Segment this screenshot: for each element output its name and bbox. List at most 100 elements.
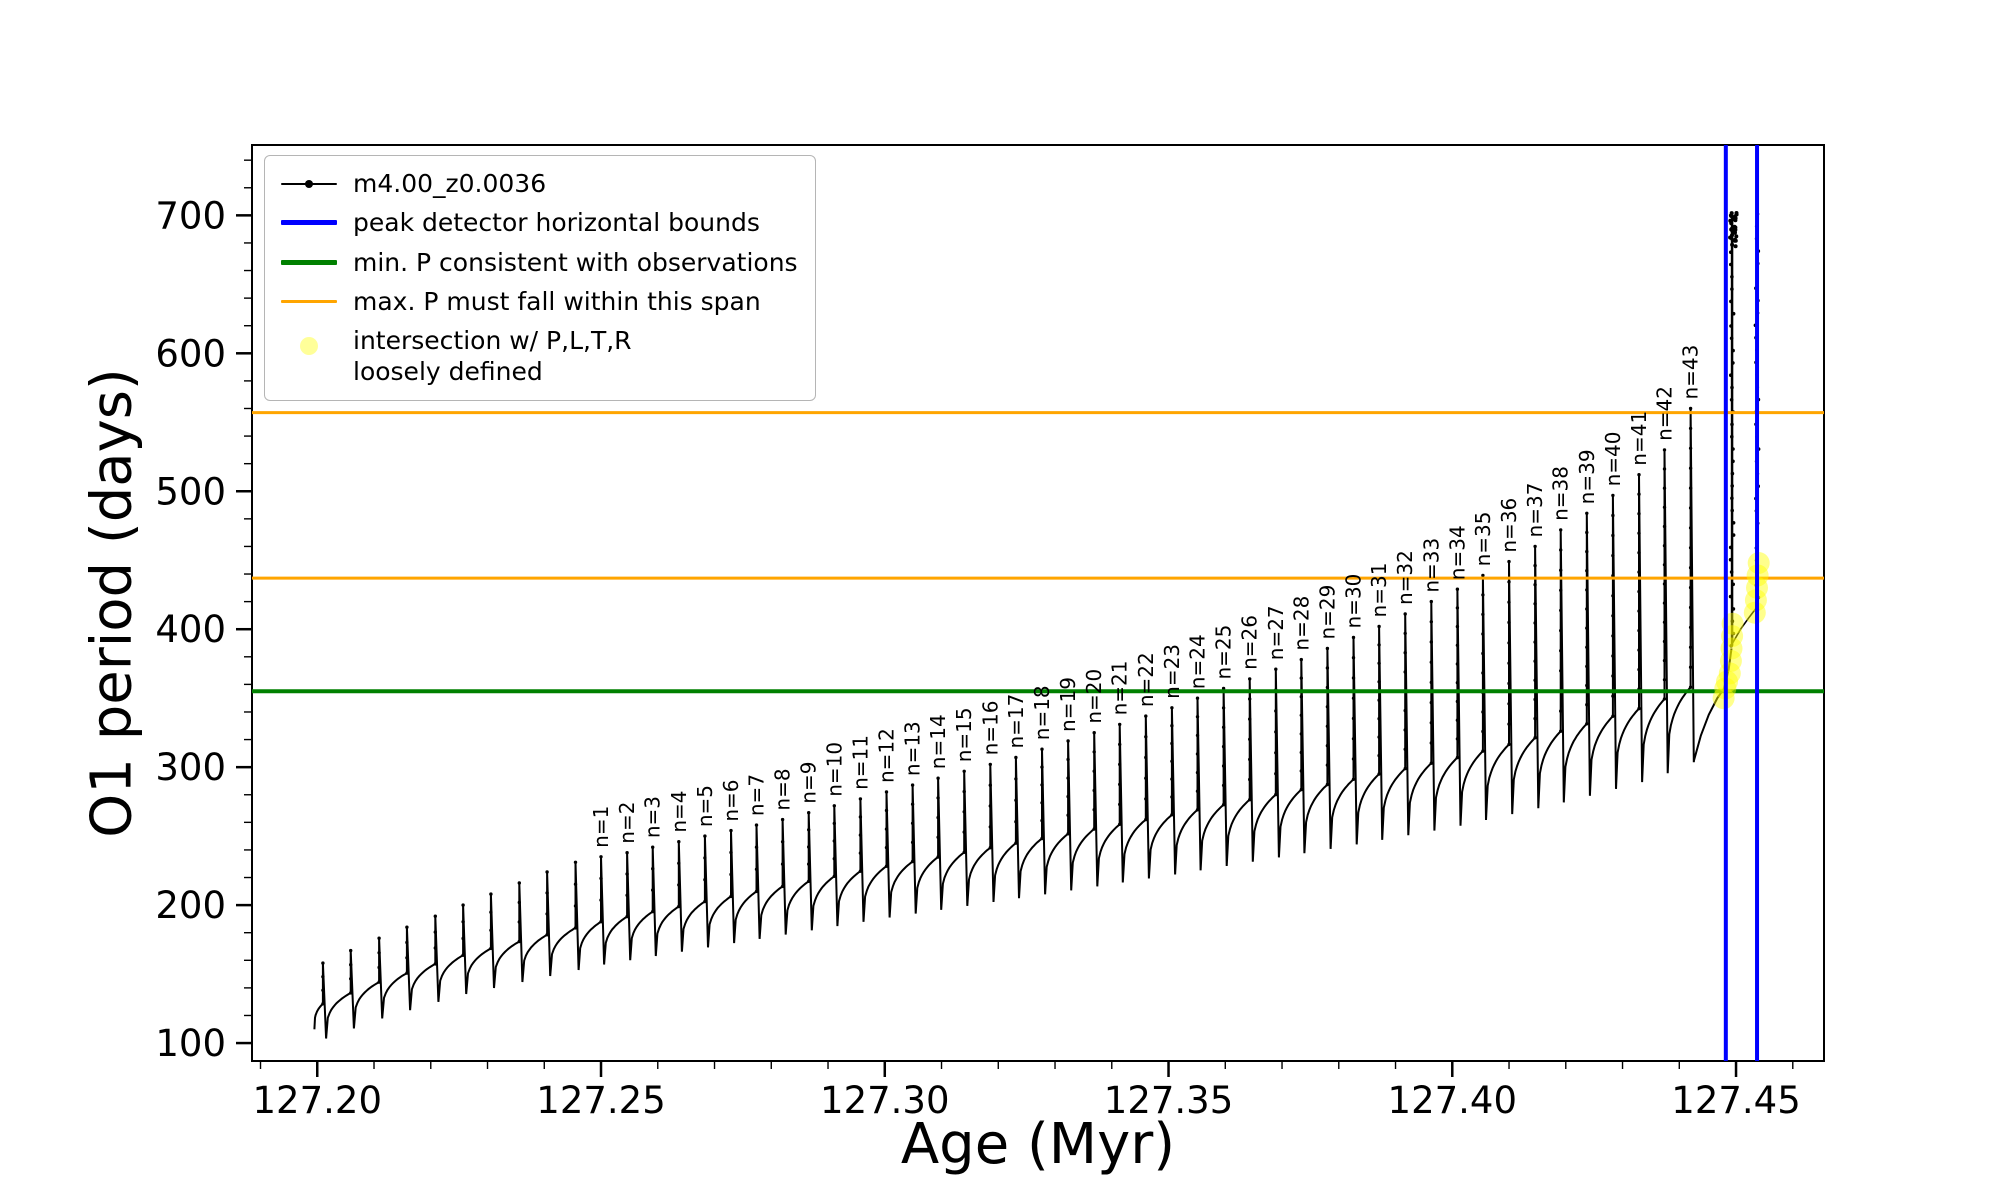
data-point: [461, 903, 465, 907]
data-point: [599, 898, 603, 902]
data-point: [377, 965, 381, 970]
data-point: [1429, 721, 1434, 725]
data-point: [1662, 505, 1667, 509]
data-point: [1611, 553, 1615, 558]
pulse-label-n10: n=10: [822, 742, 846, 797]
data-point: [405, 940, 409, 945]
pulse-label-n4: n=4: [667, 790, 691, 832]
data-point: [1455, 662, 1460, 666]
data-point: [1221, 783, 1226, 788]
data-point: [1533, 583, 1537, 587]
data-point: [651, 845, 655, 849]
data-point: [517, 939, 521, 944]
data-point: [545, 933, 549, 937]
data-point: [1403, 670, 1407, 674]
data-point: [1732, 230, 1737, 235]
data-point: [1325, 744, 1330, 748]
data-point: [832, 839, 836, 843]
data-point: [1611, 533, 1615, 538]
data-point: [377, 980, 381, 984]
data-point: [1533, 563, 1537, 568]
data-point: [1585, 549, 1589, 554]
data-point: [349, 963, 353, 967]
data-point: [1731, 607, 1736, 611]
data-point: [1559, 568, 1563, 572]
data-point: [677, 861, 681, 865]
data-point: [858, 851, 863, 855]
data-point: [1221, 764, 1226, 768]
data-point: [1637, 512, 1641, 516]
pulse-label-n28: n=28: [1289, 596, 1313, 651]
data-point: [1559, 709, 1563, 713]
data-point: [1066, 794, 1070, 799]
data-point: [1729, 250, 1733, 254]
data-point: [1170, 741, 1174, 746]
data-point: [625, 872, 629, 876]
data-point: [1688, 685, 1693, 689]
data-point: [1728, 218, 1733, 223]
data-point: [1533, 659, 1537, 663]
data-point: [1118, 742, 1122, 747]
data-point: [1170, 759, 1174, 763]
series-path: [313, 408, 1733, 1039]
data-point: [1403, 651, 1407, 655]
data-point: [1040, 747, 1044, 751]
data-point: [1429, 741, 1434, 745]
data-point: [729, 872, 733, 877]
data-point: [1637, 667, 1641, 672]
data-point: [1403, 612, 1407, 616]
x-tick-label: 127.35: [1104, 1079, 1233, 1122]
data-point: [1611, 574, 1615, 578]
data-point: [1170, 777, 1174, 781]
data-point: [910, 783, 915, 787]
data-point: [1559, 528, 1563, 532]
data-point: [1585, 569, 1589, 573]
data-point: [1144, 776, 1148, 780]
data-point: [780, 840, 785, 844]
data-point: [1662, 639, 1667, 644]
data-point: [780, 862, 785, 866]
data-point: [1092, 788, 1096, 793]
data-point: [1429, 599, 1434, 604]
data-point: [1144, 817, 1148, 822]
data-point: [651, 867, 655, 871]
data-point: [599, 876, 603, 881]
data-point: [1092, 827, 1096, 831]
data-point: [1377, 698, 1381, 702]
data-point: [703, 834, 707, 838]
data-point: [1221, 803, 1226, 807]
pulse-label-n6: n=6: [719, 779, 743, 821]
data-point: [1730, 484, 1734, 488]
data-point: [1403, 631, 1407, 636]
data-point: [1248, 798, 1252, 802]
pulse-label-n7: n=7: [745, 774, 769, 816]
data-point: [1351, 716, 1356, 721]
data-point: [405, 956, 409, 960]
data-point: [1585, 588, 1589, 592]
legend-item-4: intersection w/ P,L,T,R loosely defined: [281, 325, 799, 388]
data-point: [1730, 508, 1734, 513]
pulse-label-n29: n=29: [1315, 585, 1339, 640]
data-point: [988, 762, 992, 767]
data-point: [729, 894, 733, 899]
legend: m4.00_z0.0036 peak detector horizontal bo…: [264, 155, 816, 401]
y-tick-label: 200: [155, 884, 226, 927]
data-point: [1455, 699, 1460, 704]
data-point: [1507, 742, 1511, 747]
data-point: [1729, 398, 1734, 402]
data-point: [1274, 772, 1278, 776]
data-point: [1662, 601, 1667, 605]
data-point: [1637, 551, 1641, 555]
data-point: [1351, 676, 1356, 680]
data-point: [1274, 792, 1278, 797]
data-point: [1455, 606, 1460, 610]
data-point: [1455, 587, 1460, 591]
data-point: [807, 879, 811, 883]
data-point: [1585, 626, 1589, 630]
data-point: [1730, 471, 1735, 476]
data-point: [1403, 708, 1407, 713]
data-point: [1730, 385, 1734, 390]
pulse-label-n24: n=24: [1185, 634, 1209, 689]
data-point: [1377, 680, 1381, 684]
pulse-label-n40: n=40: [1601, 432, 1625, 487]
